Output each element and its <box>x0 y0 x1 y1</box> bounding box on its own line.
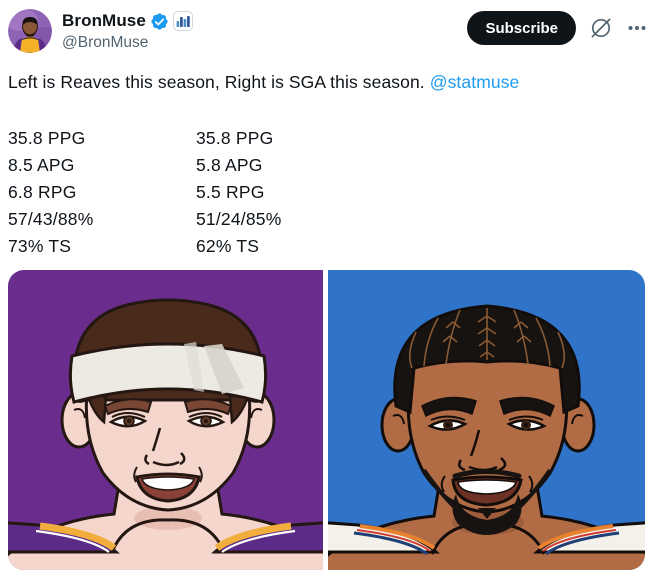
stat-right-rpg: 5.5 RPG <box>196 182 265 202</box>
stat-right-splits: 51/24/85% <box>196 209 282 229</box>
verified-icon <box>150 12 169 31</box>
tweet-text-body: Left is Reaves this season, Right is SGA… <box>8 72 430 92</box>
stat-row-ppg: 35.8 PPG 35.8 PPG <box>8 125 652 152</box>
stat-row-ts: 73% TS 62% TS <box>8 233 652 260</box>
name-row: BronMuse <box>62 11 193 31</box>
sga-illustration <box>328 270 645 570</box>
stat-left-apg: 8.5 APG <box>8 155 75 175</box>
stat-left-rpg: 6.8 RPG <box>8 182 77 202</box>
display-name: BronMuse <box>62 11 146 30</box>
tweet-header: BronMuse @BronMuse Subscribe <box>0 0 660 53</box>
stat-left-ts: 73% TS <box>8 236 72 256</box>
stats-block: 35.8 PPG 35.8 PPG 8.5 APG 5.8 APG 6.8 RP… <box>8 125 652 260</box>
subscribe-button[interactable]: Subscribe <box>467 11 576 45</box>
affiliate-bar-chart-icon <box>172 11 193 31</box>
stat-row-apg: 8.5 APG 5.8 APG <box>8 152 652 179</box>
tweet-text: Left is Reaves this season, Right is SGA… <box>8 70 652 94</box>
more-icon[interactable] <box>626 16 648 40</box>
user-info[interactable]: BronMuse @BronMuse <box>62 9 193 52</box>
statmuse-mention-link[interactable]: @statmuse <box>429 72 520 92</box>
reaves-illustration <box>8 270 323 570</box>
grok-icon[interactable] <box>589 16 613 40</box>
stat-right-ppg: 35.8 PPG <box>196 128 274 148</box>
stat-left-splits: 57/43/88% <box>8 209 94 229</box>
tweet-media-image[interactable] <box>8 270 645 570</box>
avatar[interactable] <box>8 9 52 53</box>
stat-right-ts: 62% TS <box>196 236 260 256</box>
lebron-avatar-illustration <box>8 9 52 53</box>
stat-left-ppg: 35.8 PPG <box>8 128 86 148</box>
stat-row-splits: 57/43/88% 51/24/85% <box>8 206 652 233</box>
header-actions: Subscribe <box>467 9 648 45</box>
stat-right-apg: 5.8 APG <box>196 155 263 175</box>
stat-row-rpg: 6.8 RPG 5.5 RPG <box>8 179 652 206</box>
user-handle: @BronMuse <box>62 34 149 51</box>
